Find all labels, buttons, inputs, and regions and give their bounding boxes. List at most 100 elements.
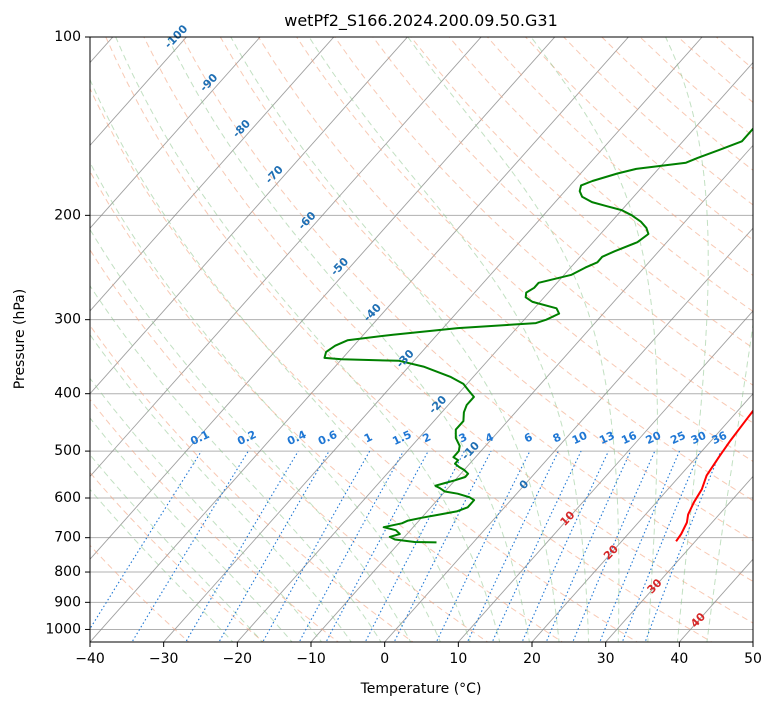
isotherm-label: -40: [361, 301, 384, 325]
dry-adiabat: [296, 37, 753, 462]
moist-adiabat: [308, 37, 590, 642]
dry-adiabat: [487, 37, 753, 277]
isotherm-line: [90, 37, 482, 478]
isotherm-label: -70: [263, 163, 286, 187]
isotherm-line: [90, 37, 261, 229]
dry-adiabat: [105, 37, 713, 642]
dry-adiabat: [257, 37, 753, 502]
dewpoint-profile: [323, 127, 753, 544]
dry-adiabat: [90, 87, 638, 642]
x-tick-label: −30: [149, 651, 179, 667]
isotherm-line: [0, 10, 63, 654]
x-tick-label: −40: [75, 651, 105, 667]
y-tick-label: 300: [54, 312, 81, 328]
mixing-ratio-line: [185, 450, 299, 642]
y-tick-label: 400: [54, 386, 81, 402]
moist-adiabat: [90, 333, 352, 642]
moist-adiabat: [90, 161, 441, 642]
moist-adiabat: [90, 78, 471, 642]
x-tick-layer: −40 −30 −20 −10 0 10 20 30 40 50: [75, 642, 762, 667]
x-tick-label: −20: [223, 651, 253, 667]
series-layer: [323, 127, 753, 544]
moist-adiabat: [90, 284, 382, 642]
mixing-ratio-layer: [90, 450, 722, 642]
mixing-ratio-line: [364, 450, 465, 642]
dry-adiabat: [525, 37, 753, 241]
moist-adiabat: [407, 37, 620, 642]
moist-adiabat: [530, 37, 658, 642]
moist-adiabat: [706, 321, 753, 642]
moist-adiabat: [90, 377, 323, 642]
moist-adiabat: [167, 37, 530, 642]
mixing-ratio-line: [466, 450, 559, 642]
isotherm-label: -50: [328, 255, 351, 279]
mixing-ratio-line: [572, 450, 656, 642]
y-tick-label: 700: [54, 530, 81, 546]
dry-adiabat: [563, 37, 753, 206]
mixing-ratio-label: 0.1: [188, 428, 211, 448]
dry-adiabat: [755, 37, 775, 644]
moist-adiabat: [665, 37, 709, 642]
y-tick-label: 200: [54, 207, 81, 223]
isotherm-line: [163, 37, 703, 642]
line-label-layer: -100-90-80-70-60-50-40-30-20-10010203040…: [162, 22, 729, 630]
x-axis-label: Temperature (°C): [360, 681, 482, 697]
mixing-ratio-label: 30: [689, 429, 709, 447]
moist-adiabat: [115, 37, 501, 642]
x-tick-label: 40: [670, 651, 688, 667]
moist-adiabat: [90, 417, 293, 642]
x-tick-label: 10: [449, 651, 467, 667]
mixing-ratio-label: 16: [619, 429, 639, 447]
mixing-ratio-label: 0.6: [316, 428, 339, 448]
mixing-ratio-label: 0.2: [235, 428, 258, 448]
temperature-profile: [675, 409, 753, 542]
chart-title: wetPf2_S166.2024.200.09.50.G31: [284, 11, 558, 31]
mixing-ratio-line: [491, 450, 582, 642]
grid-layer: [0, 10, 753, 654]
mixing-ratio-label: 36: [710, 429, 730, 447]
isotherm-line: [310, 144, 753, 642]
adiabat-layer: [90, 37, 775, 644]
dry-adiabat: [181, 37, 753, 582]
y-axis-label: Pressure (hPa): [12, 289, 28, 389]
mixing-ratio-label: 4: [483, 430, 496, 445]
mixing-ratio-label: 25: [668, 429, 687, 447]
mixing-ratio-line: [90, 450, 202, 630]
dry-adiabat: [143, 37, 753, 624]
dry-adiabat: [90, 544, 190, 642]
mixing-ratio-label: 20: [644, 429, 664, 447]
moist-adiabat: [90, 228, 412, 642]
moist-adiabat: [230, 37, 560, 642]
mixing-ratio-line: [599, 450, 681, 642]
isotherm-line: [90, 37, 556, 560]
y-tick-label: 1000: [45, 621, 81, 637]
mixing-ratio-line: [131, 450, 249, 642]
isotherm-line: [90, 37, 335, 312]
y-tick-label: 600: [54, 490, 81, 506]
isotherm-label: -80: [230, 117, 253, 141]
dry-adiabat: [90, 324, 414, 642]
mixing-ratio-line: [393, 450, 492, 642]
mixing-ratio-label: 1.5: [390, 428, 413, 448]
mixing-ratio-label: 6: [522, 430, 535, 445]
isotherm-line: [384, 227, 753, 642]
isotherm-line: [90, 37, 409, 395]
isotherm-label: -90: [197, 71, 220, 95]
y-tick-layer: 100 200 300 400 500 600 700 800 900 1000: [45, 29, 90, 637]
mixing-ratio-line: [621, 450, 701, 642]
dry-adiabat: [410, 37, 753, 349]
dry-adiabat: [90, 471, 265, 642]
isotherm-line: [531, 393, 753, 642]
y-tick-label: 500: [54, 443, 81, 459]
isotherm-line: [678, 558, 753, 642]
x-tick-label: 30: [597, 651, 615, 667]
mixing-ratio-label: 2: [421, 430, 433, 445]
x-tick-label: −10: [296, 651, 326, 667]
dry-adiabat: [90, 170, 564, 642]
x-tick-label: 20: [523, 651, 541, 667]
isotherm-line: [90, 37, 630, 642]
mixing-ratio-label: 10: [570, 429, 590, 447]
mixing-ratio-line: [262, 450, 371, 642]
y-tick-label: 100: [54, 29, 81, 45]
